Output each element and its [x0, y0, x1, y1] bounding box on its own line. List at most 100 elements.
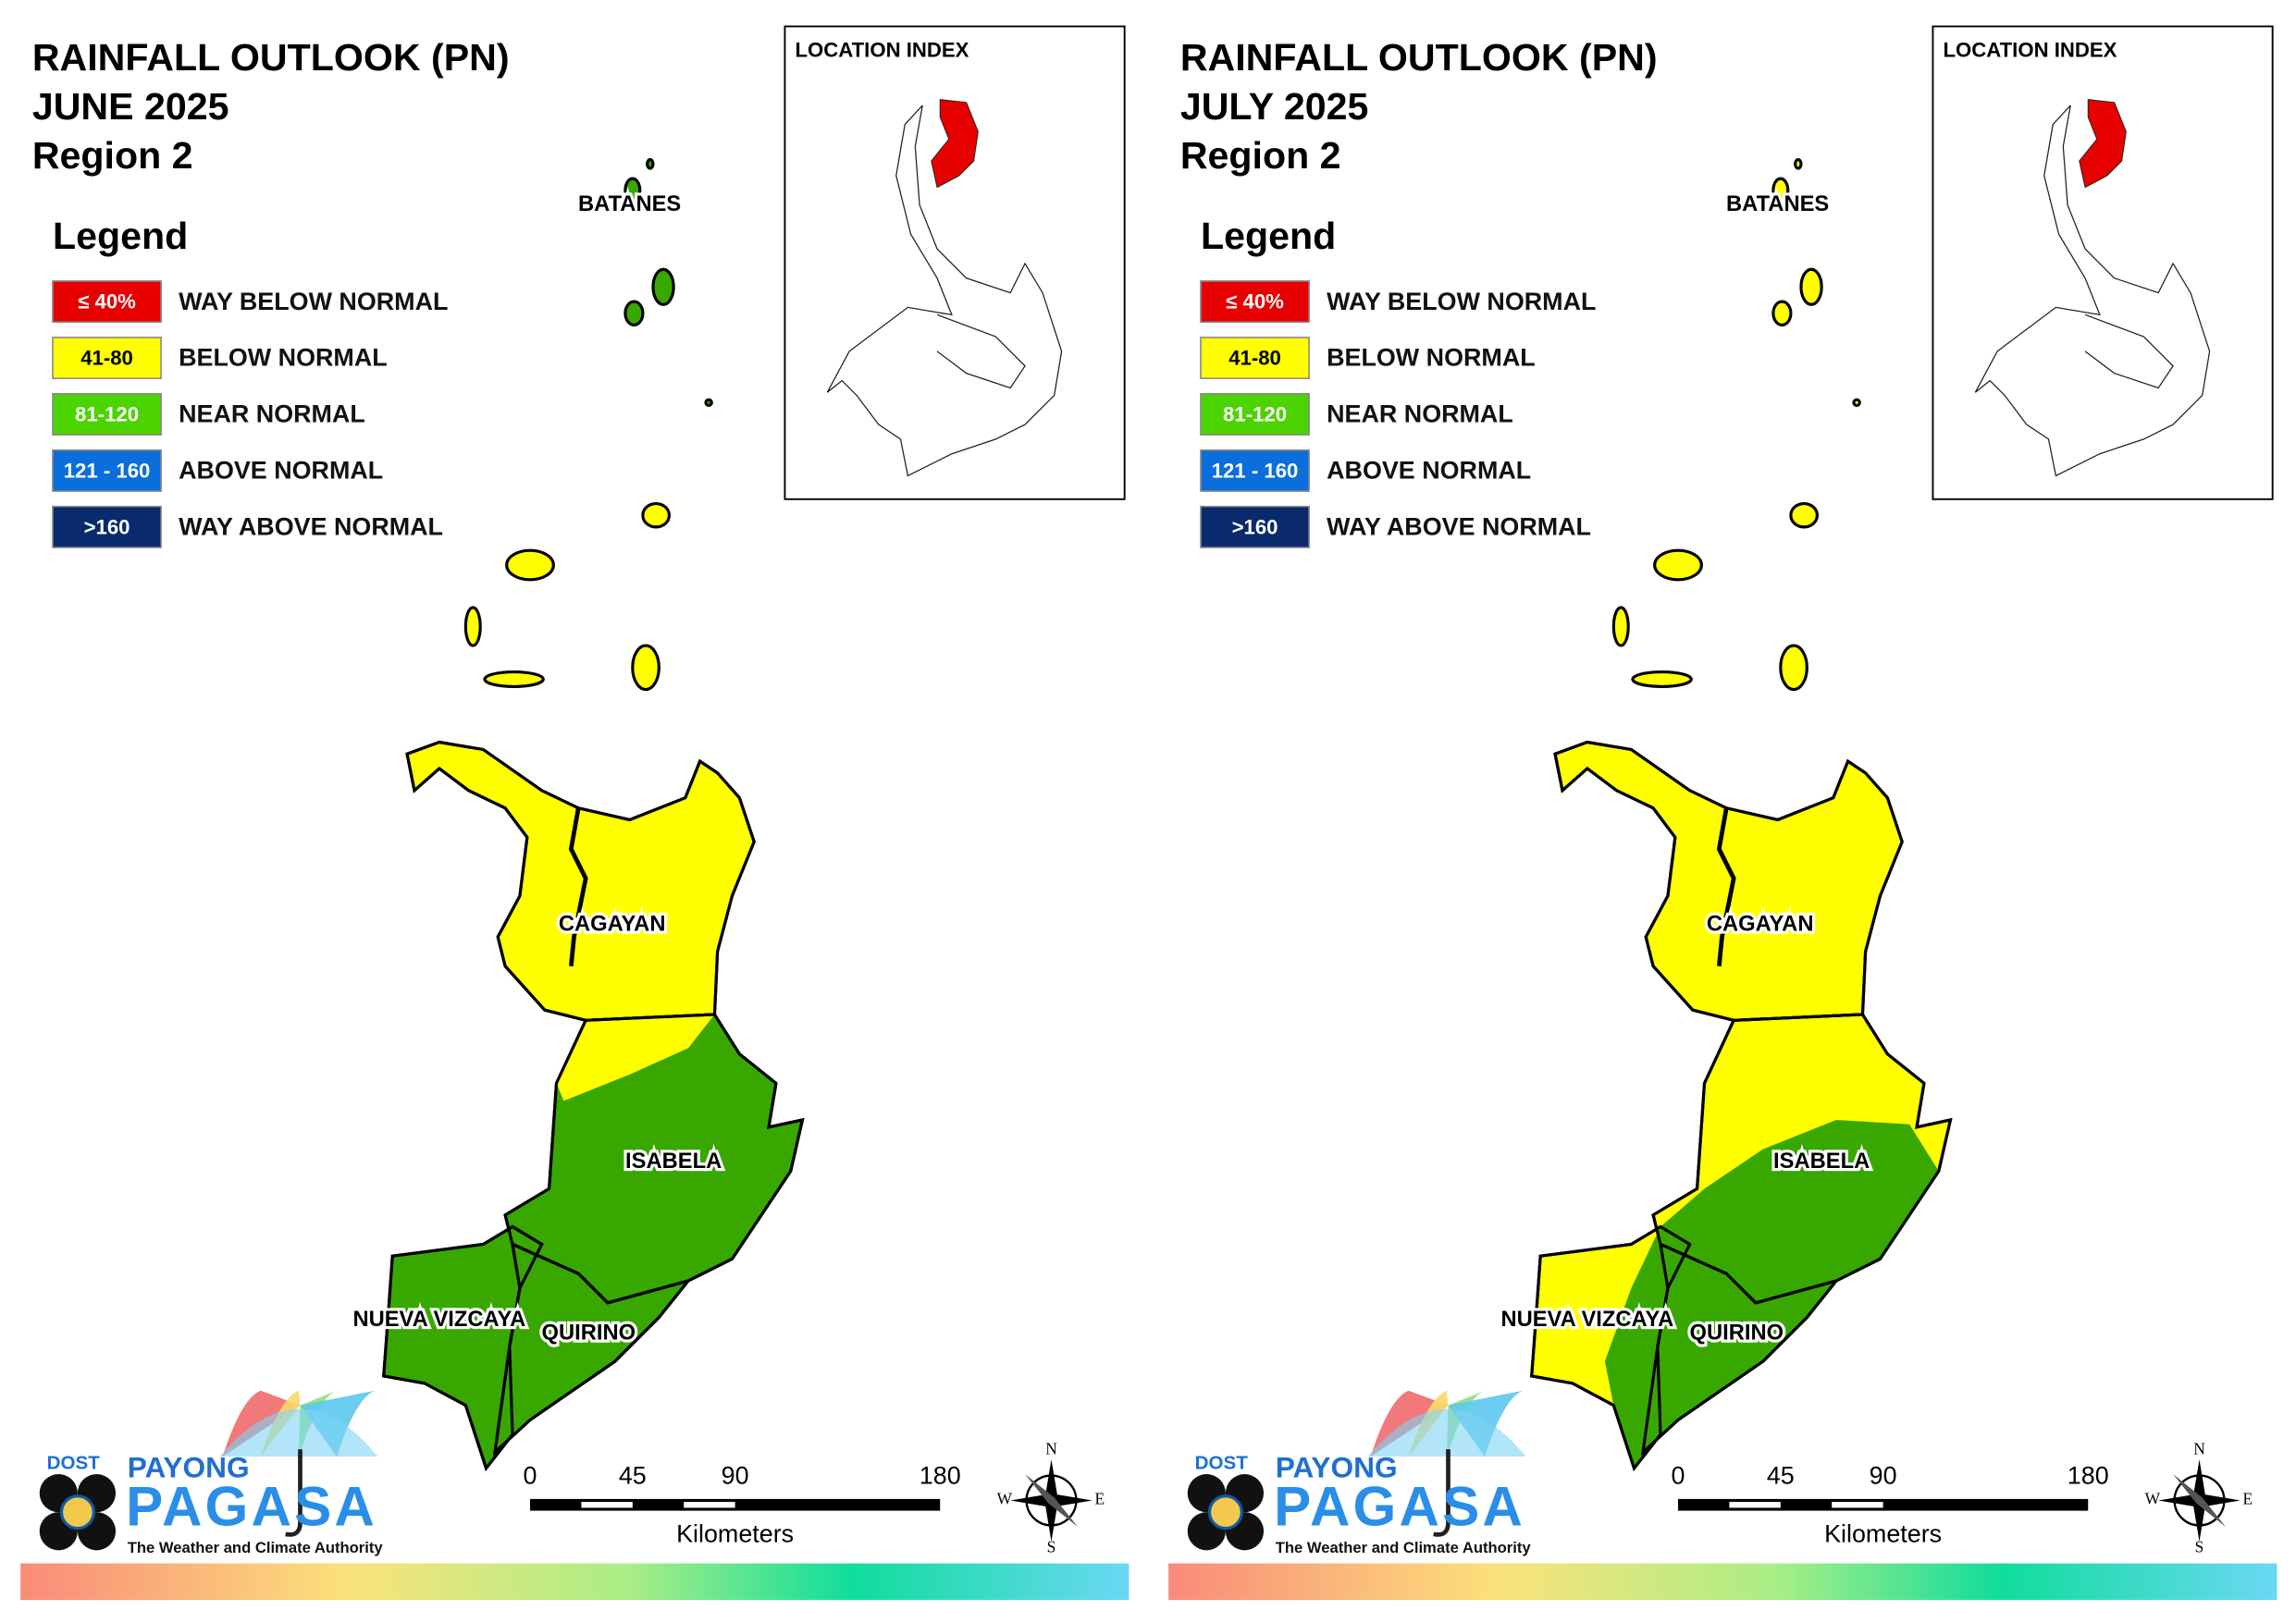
province-border [1651, 1013, 1953, 1305]
legend-label: BELOW NORMAL [1327, 344, 1536, 372]
babuyan-island [1779, 644, 1808, 692]
babuyan-island [1789, 501, 1819, 529]
babuyan-island [1611, 606, 1630, 647]
babuyan-island [463, 606, 482, 647]
scale-tick-label: 0 [524, 1461, 537, 1489]
map-panel: RAINFALL OUTLOOK (PN) JUNE 2025 Region 2 Le… [20, 25, 1129, 1601]
logo-agency: DOST [1195, 1452, 1249, 1473]
logo-agency: DOST [47, 1452, 101, 1473]
river [1716, 807, 1736, 966]
footer-gradient [1168, 1563, 2277, 1601]
legend-swatch [1200, 337, 1310, 379]
legend-swatch-label: 81-120 [1223, 402, 1287, 425]
legend-swatch [1200, 280, 1310, 324]
compass-letter: E [2242, 1489, 2253, 1507]
map-title: RAINFALL OUTLOOK (PN) [1180, 36, 1658, 79]
province-label: ISABELA [625, 1150, 722, 1174]
batanes-island [623, 300, 645, 327]
philippines-visayas [936, 314, 1026, 389]
legend-swatch [1200, 505, 1310, 548]
compass-letter: E [1094, 1489, 1105, 1507]
logo-brand-top: PAYONG [128, 1451, 250, 1484]
legend-label: BELOW NORMAL [179, 344, 388, 372]
map-title: Region 2 [32, 134, 193, 177]
scale-unit: Kilometers [676, 1520, 794, 1548]
umbrella [1367, 1408, 1526, 1457]
scale-tick-label: 45 [619, 1461, 647, 1489]
legend-label: WAY ABOVE NORMAL [179, 513, 443, 541]
compass-letter: S [2195, 1538, 2204, 1556]
logo-tagline: The Weather and Climate Authority [128, 1539, 384, 1556]
scale-tick-label: 90 [722, 1461, 749, 1489]
babuyan-island [483, 670, 545, 688]
batanes-island [651, 267, 675, 306]
map-title: RAINFALL OUTLOOK (PN) [32, 36, 510, 79]
babuyan-island [641, 501, 671, 529]
babuyan-island [631, 644, 660, 692]
legend-swatch [1200, 393, 1310, 436]
outlook-zone [556, 1014, 715, 1101]
legend-swatch-label: 81-120 [75, 402, 139, 425]
province-border [492, 1241, 693, 1457]
batanes-island [1771, 300, 1793, 327]
batanes-island [704, 398, 713, 408]
legend-label: WAY ABOVE NORMAL [1327, 513, 1591, 541]
batanes-island [1799, 267, 1823, 306]
philippines-outline [826, 105, 1063, 477]
map-title: JUNE 2025 [32, 85, 229, 128]
scale-bar-segment [581, 1502, 633, 1508]
river [568, 807, 588, 966]
compass-letter: N [2193, 1440, 2205, 1458]
legend-label: WAY BELOW NORMAL [1327, 288, 1596, 315]
legend-title: Legend [53, 215, 188, 257]
scale-bar-segment [1729, 1502, 1781, 1508]
batanes-island [1852, 398, 1861, 408]
map-title: JULY 2025 [1180, 85, 1369, 128]
umbrella-handle [1433, 1449, 1450, 1537]
scale-bar-segment [684, 1502, 735, 1508]
logo-seal [59, 1494, 95, 1531]
location-index-title: LOCATION INDEX [796, 38, 969, 61]
babuyan-island [1631, 670, 1693, 688]
philippines-outline [1974, 105, 2211, 477]
logo-seal [1207, 1494, 1243, 1531]
legend-swatch-label: 41-80 [1228, 346, 1281, 369]
legend-swatch [52, 505, 162, 548]
scale-tick-label: 90 [1870, 1461, 1897, 1489]
province-border [1640, 1241, 1841, 1457]
compass-star-diag [2173, 1474, 2227, 1527]
logo-brand: PAGASA [126, 1475, 377, 1537]
legend-swatch-label: 121 - 160 [1212, 459, 1299, 482]
legend-title: Legend [1201, 215, 1336, 257]
umbrella [219, 1408, 378, 1457]
province-label: CAGAYAN [1707, 913, 1814, 937]
legend-swatch-label: >160 [84, 515, 130, 538]
legend-swatch [52, 337, 162, 379]
legend-label: ABOVE NORMAL [1327, 457, 1531, 485]
babuyan-island [505, 548, 555, 582]
philippines-visayas [2084, 314, 2174, 389]
legend-label: WAY BELOW NORMAL [179, 288, 448, 315]
compass-letter: W [997, 1489, 1013, 1507]
compass-letter: W [2145, 1489, 2161, 1507]
legend-swatch-label: >160 [1232, 515, 1278, 538]
province-label: QUIRINO [542, 1321, 636, 1345]
province-label: QUIRINO [1690, 1321, 1784, 1345]
map-title: Region 2 [1180, 134, 1341, 177]
legend-swatch [52, 449, 162, 492]
legend-label: ABOVE NORMAL [179, 457, 383, 485]
logo-tagline: The Weather and Climate Authority [1276, 1539, 1532, 1556]
outlook-zone [1604, 1226, 1690, 1469]
compass-letter: N [1045, 1440, 1057, 1458]
legend-swatch-label: 41-80 [80, 346, 133, 369]
province-label: CAGAYAN [559, 913, 666, 937]
legend-swatch-label: ≤ 40% [1226, 290, 1284, 314]
scale-tick-label: 180 [920, 1461, 961, 1489]
legend-swatch [1200, 449, 1310, 492]
outlook-zone [1660, 1119, 1939, 1303]
province-border [503, 1013, 805, 1305]
legend-label: NEAR NORMAL [1327, 400, 1513, 428]
logo-brand: PAGASA [1274, 1475, 1525, 1537]
